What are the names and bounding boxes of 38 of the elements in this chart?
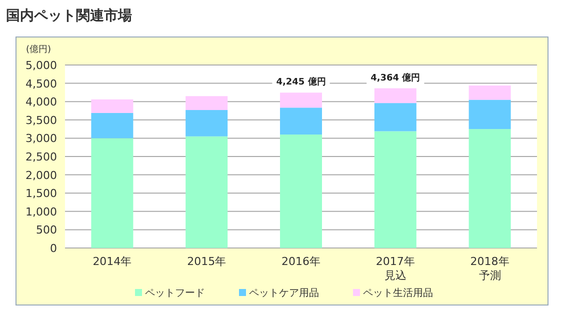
y-tick-label: 3,500 [26,114,57,127]
y-tick-label: 5,000 [26,59,57,72]
y-tick-label: 2,000 [26,168,57,182]
y-tick-label: 500 [36,224,57,237]
bar [374,131,416,248]
total-label: 4,245 億円 [276,76,326,88]
bar [91,112,134,138]
bar [280,92,322,108]
x-tick-label: 2014年 [92,255,132,268]
y-tick-label: 0 [50,242,57,255]
bar [91,99,134,113]
bar [186,110,228,136]
bar [280,108,322,135]
legend-label: ペットフード [145,288,205,299]
x-tick-label: 2016年 [282,255,320,268]
bar [374,88,416,104]
bar [468,85,511,100]
y-axis-title: (億円) [26,44,52,55]
legend-label: ペット生活用品 [363,287,433,299]
x-tick-label: 2018年予測 [470,255,510,282]
bar [186,96,228,110]
bar [91,138,134,248]
y-tick-label: 4,500 [26,77,57,90]
chart-title: 国内ペット関連市場 [6,7,132,24]
x-tick-label: 2015年 [187,255,226,268]
bar [468,100,511,130]
y-tick-label: 2,500 [26,150,57,164]
bar [186,136,228,248]
bar [280,134,322,248]
y-tick-label: 3,000 [26,132,57,146]
y-tick-label: 1,000 [26,205,57,218]
x-tick-label: 2017年見込 [376,255,415,282]
legend-label: ペットケア用品 [249,288,319,299]
bar [374,103,416,132]
y-tick-label: 1,500 [26,187,57,200]
bar [468,129,511,248]
total-label: 4,364 億円 [370,72,420,84]
y-tick-label: 4,000 [26,96,57,109]
